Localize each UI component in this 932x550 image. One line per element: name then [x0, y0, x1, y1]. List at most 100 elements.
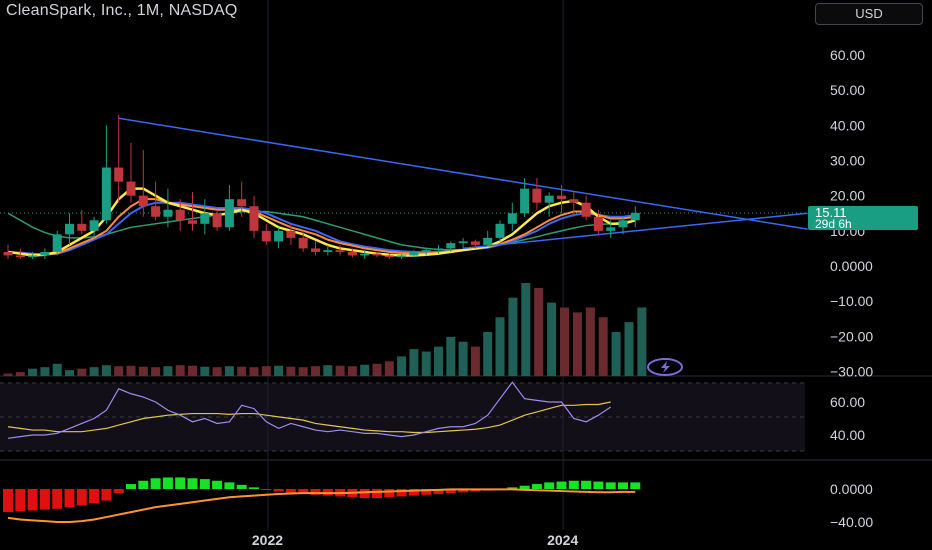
volume-bar — [434, 346, 443, 376]
candle-body — [175, 209, 185, 221]
candle-body — [618, 220, 628, 228]
grid — [0, 0, 932, 530]
price-axis: 60.0050.0040.0030.0020.0010.000.0000−10.… — [830, 47, 873, 530]
macd-histogram-bar — [150, 478, 161, 489]
candle-body — [409, 251, 419, 256]
volume-bar — [261, 366, 271, 376]
macd-histogram-bar — [187, 478, 198, 489]
volume-bar — [409, 349, 419, 376]
volume-bar — [237, 366, 247, 376]
volume-bar — [200, 366, 210, 376]
candle-body — [544, 195, 554, 203]
volume-bar — [360, 364, 370, 376]
macd-histogram-bar — [421, 489, 432, 495]
moving-averages — [7, 187, 636, 257]
candle-body — [434, 248, 443, 251]
volume-bar — [175, 365, 185, 376]
macd-histogram-bar — [236, 484, 247, 489]
candle-body — [446, 243, 456, 249]
macd-histogram-bar — [15, 489, 26, 512]
volume-bar — [384, 361, 394, 376]
candle-body — [212, 213, 222, 228]
candle-body — [40, 251, 50, 256]
volume-bar — [560, 307, 569, 376]
volume-bar — [598, 317, 608, 376]
volume-bar — [89, 367, 99, 376]
lightning-icon[interactable] — [647, 358, 683, 376]
macd-histogram-bar — [138, 480, 149, 489]
candle-body — [3, 251, 13, 256]
macd-histogram-bar — [285, 489, 296, 494]
volume-bar — [458, 341, 468, 376]
candle-body — [372, 253, 382, 256]
volume-bar — [65, 370, 74, 376]
volume-bar — [585, 307, 595, 376]
macd-histogram-bar — [630, 482, 641, 489]
currency-button[interactable]: USD — [815, 3, 923, 25]
macd-histogram-bar — [568, 480, 579, 489]
macd-histogram-bar — [89, 489, 100, 504]
bar-countdown: 29d 6h — [815, 217, 852, 231]
time-tick-label: 2022 — [252, 532, 283, 548]
volume-bar — [101, 365, 111, 376]
last-price: 15.11 — [815, 205, 847, 220]
macd-histogram-bar — [224, 482, 235, 489]
volume-bar — [126, 365, 136, 376]
candle-body — [114, 167, 124, 182]
candle-body — [200, 213, 210, 224]
macd-tick-label: −40.00 — [830, 514, 873, 530]
candle-body — [335, 250, 345, 252]
macd-histogram-bar — [101, 489, 112, 501]
macd-histogram-bar — [433, 489, 444, 494]
candle-body — [458, 241, 468, 244]
price-badge: 15.11 29d 6h — [808, 205, 918, 231]
price-tick-label: 40.00 — [830, 117, 865, 133]
candle-body — [89, 220, 99, 231]
candle-body — [77, 223, 87, 231]
volume-bar — [611, 331, 621, 376]
candle-body — [286, 230, 296, 238]
volume-bar — [347, 366, 357, 376]
candle-body — [507, 213, 517, 224]
candle-body — [311, 248, 320, 252]
candle-body — [163, 209, 173, 217]
macd-panel — [3, 477, 641, 523]
rsi-tick-label: 60.00 — [830, 394, 865, 410]
macd-histogram-bar — [175, 477, 186, 489]
macd-histogram-bar — [113, 489, 124, 494]
macd-histogram-bar — [3, 489, 13, 513]
time-axis: 2022 2024 — [252, 532, 579, 548]
lower-trendline — [463, 212, 808, 250]
volume-bar — [483, 331, 493, 376]
macd-tick-label: 0.0000 — [830, 481, 873, 497]
upper-trendline — [118, 117, 808, 230]
volume-bar — [188, 365, 197, 376]
macd-histogram-bar — [27, 489, 38, 511]
candle-body — [138, 195, 148, 207]
rsi-line — [7, 381, 612, 439]
price-tick-label: −20.00 — [830, 328, 873, 344]
macd-histogram-bar — [507, 487, 518, 489]
candle-body — [569, 199, 579, 203]
candle-body — [581, 202, 591, 217]
candle-body — [347, 251, 357, 256]
price-tick-label: 0.0000 — [830, 258, 873, 274]
macd-histogram-bar — [310, 489, 321, 495]
rsi-panel — [7, 381, 612, 439]
macd-histogram-bar — [458, 489, 469, 493]
macd-histogram-bar — [52, 489, 63, 509]
price-tick-label: 30.00 — [830, 153, 865, 169]
macd-histogram-bar — [581, 480, 592, 489]
macd-histogram-bar — [384, 489, 395, 498]
candle-body — [28, 255, 38, 258]
macd-histogram-bar — [298, 489, 309, 494]
volume-bar — [508, 297, 518, 376]
volume-bar — [372, 363, 382, 376]
candle-body — [421, 250, 431, 252]
volume-bar — [77, 368, 87, 376]
volume-bar — [52, 363, 62, 376]
volume-bar — [547, 302, 557, 376]
macd-histogram-bar — [212, 480, 223, 489]
candle-body — [237, 199, 247, 207]
candle-body — [65, 223, 74, 235]
